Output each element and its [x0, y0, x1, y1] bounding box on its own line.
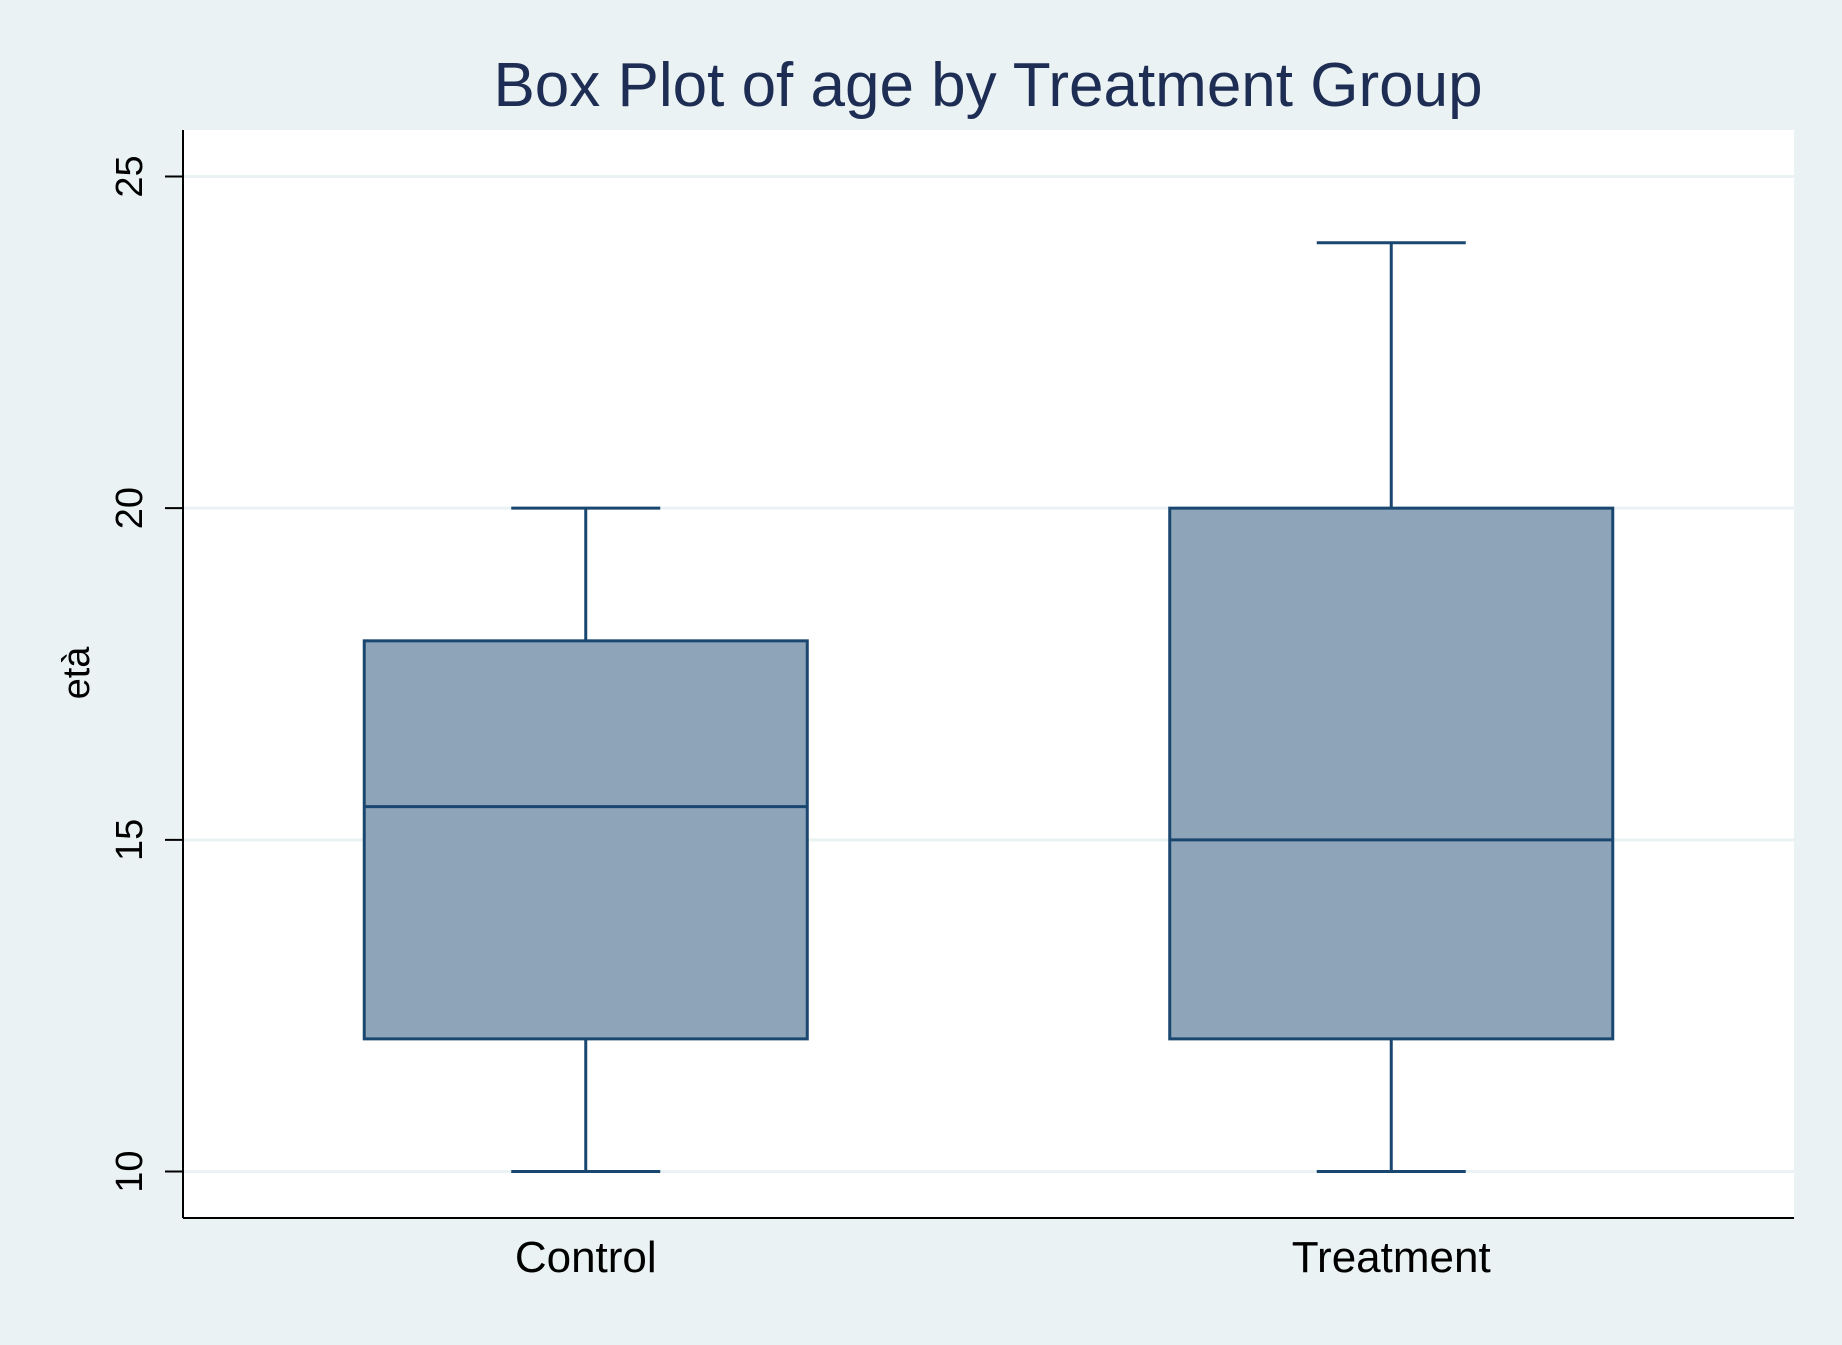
chart-title: Box Plot of age by Treatment Group	[493, 51, 1482, 120]
y-tick-label: 25	[109, 155, 151, 197]
box-iqr	[362, 639, 809, 1041]
y-axis-label: età	[56, 646, 98, 700]
boxes-layer	[362, 241, 1615, 1174]
y-tick-label: 10	[109, 1150, 151, 1192]
box-group	[1168, 241, 1615, 1174]
box-iqr	[1168, 506, 1615, 1041]
box-group	[362, 506, 809, 1174]
x-axis-ticks: Control Treatment	[515, 1233, 1491, 1282]
y-tick-label: 20	[109, 487, 151, 529]
y-tick-label: 15	[109, 819, 151, 861]
x-tick-label: Control	[515, 1233, 657, 1282]
y-axis-ticks: 10 15 20 25	[109, 155, 183, 1193]
x-tick-label: Treatment	[1292, 1233, 1491, 1282]
